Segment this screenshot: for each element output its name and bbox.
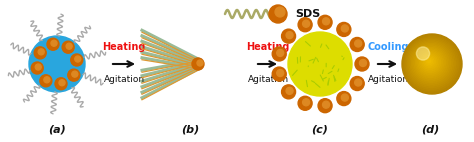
Text: SDS: SDS	[295, 9, 320, 19]
Circle shape	[402, 34, 462, 94]
Circle shape	[62, 41, 74, 53]
Circle shape	[66, 43, 72, 49]
Text: Cooling: Cooling	[367, 42, 409, 52]
Circle shape	[269, 5, 287, 23]
Circle shape	[59, 80, 65, 86]
Text: Agitation: Agitation	[103, 75, 145, 83]
Circle shape	[413, 45, 449, 81]
Text: Heating: Heating	[246, 42, 290, 52]
Circle shape	[282, 29, 296, 43]
Circle shape	[288, 32, 352, 96]
Circle shape	[302, 20, 310, 27]
Circle shape	[286, 32, 293, 39]
Circle shape	[425, 57, 434, 66]
Circle shape	[323, 18, 329, 25]
Circle shape	[71, 54, 83, 66]
Circle shape	[337, 22, 351, 36]
Circle shape	[72, 71, 78, 77]
Circle shape	[341, 94, 348, 101]
Circle shape	[406, 38, 457, 89]
Circle shape	[51, 40, 57, 46]
Circle shape	[197, 60, 203, 66]
Circle shape	[298, 18, 312, 32]
Circle shape	[298, 96, 312, 110]
Circle shape	[350, 77, 364, 90]
Circle shape	[411, 43, 450, 83]
Circle shape	[192, 58, 204, 70]
Circle shape	[272, 67, 286, 81]
Circle shape	[417, 49, 444, 76]
Circle shape	[275, 7, 285, 17]
Circle shape	[405, 37, 459, 91]
Circle shape	[277, 49, 284, 57]
Circle shape	[282, 85, 296, 99]
Circle shape	[350, 37, 364, 52]
Circle shape	[286, 87, 293, 94]
Circle shape	[31, 62, 43, 74]
Text: Agitation: Agitation	[367, 75, 409, 83]
Text: (a): (a)	[48, 124, 66, 134]
Circle shape	[428, 60, 431, 63]
Circle shape	[75, 56, 81, 62]
Circle shape	[355, 79, 362, 86]
Circle shape	[418, 50, 442, 74]
Circle shape	[424, 56, 436, 68]
Circle shape	[359, 59, 366, 66]
Circle shape	[416, 48, 446, 78]
Text: (d): (d)	[421, 124, 439, 134]
Text: (b): (b)	[181, 124, 199, 134]
Circle shape	[407, 39, 456, 87]
Circle shape	[414, 46, 447, 79]
Circle shape	[40, 75, 52, 87]
Circle shape	[35, 64, 41, 70]
Circle shape	[426, 58, 432, 64]
Circle shape	[38, 49, 44, 55]
Circle shape	[47, 38, 59, 50]
Circle shape	[416, 47, 429, 60]
Circle shape	[422, 54, 437, 69]
Circle shape	[341, 25, 348, 32]
Circle shape	[410, 42, 452, 84]
Circle shape	[68, 69, 80, 81]
Circle shape	[277, 70, 284, 77]
Circle shape	[29, 36, 85, 92]
Circle shape	[318, 15, 332, 29]
Text: (c): (c)	[311, 124, 328, 134]
Text: Heating: Heating	[102, 42, 146, 52]
Circle shape	[44, 77, 50, 83]
Circle shape	[355, 57, 369, 71]
Circle shape	[34, 47, 46, 59]
Circle shape	[419, 52, 440, 73]
Text: Agitation: Agitation	[247, 75, 289, 83]
Circle shape	[55, 78, 67, 90]
Circle shape	[355, 40, 362, 47]
Circle shape	[337, 92, 351, 106]
Circle shape	[323, 101, 329, 108]
Circle shape	[403, 35, 460, 92]
Circle shape	[421, 53, 439, 71]
Circle shape	[318, 99, 332, 113]
Circle shape	[272, 47, 286, 61]
Circle shape	[409, 41, 454, 86]
Circle shape	[302, 99, 310, 106]
